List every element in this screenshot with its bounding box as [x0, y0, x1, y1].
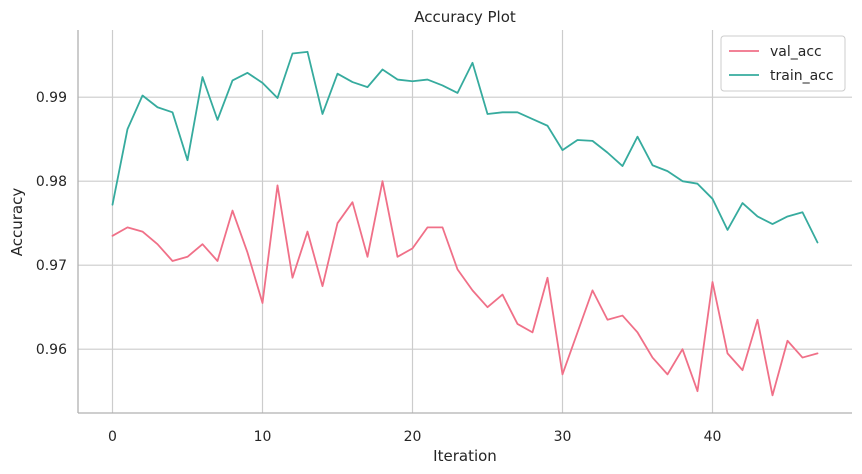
- x-axis-title: Iteration: [433, 447, 497, 465]
- y-tick-label: 0.96: [36, 342, 67, 358]
- grid-lines: [78, 30, 852, 413]
- y-tick-label: 0.98: [36, 174, 67, 190]
- x-tick-label: 10: [254, 429, 272, 445]
- y-tick-label: 0.97: [36, 258, 67, 274]
- axes-spines: [77, 30, 852, 414]
- chart-title: Accuracy Plot: [414, 8, 516, 26]
- series-lines: [111, 50, 819, 397]
- x-tick-label: 30: [554, 429, 572, 445]
- series-line-val-acc: [111, 180, 819, 397]
- x-tick-label: 20: [404, 429, 422, 445]
- x-tick-label: 0: [108, 429, 117, 445]
- legend-label-val-acc: val_acc: [770, 44, 822, 60]
- series-line-train-acc: [111, 50, 819, 244]
- tick-labels: 0 10 20 30 40 0.96 0.97 0.98 0.99: [36, 90, 722, 445]
- x-tick-label: 40: [704, 429, 722, 445]
- legend: val_acc train_acc: [720, 35, 846, 92]
- legend-label-train-acc: train_acc: [770, 68, 834, 84]
- y-tick-label: 0.99: [36, 90, 67, 106]
- legend-box: [720, 35, 846, 92]
- y-axis-title: Accuracy: [8, 188, 26, 257]
